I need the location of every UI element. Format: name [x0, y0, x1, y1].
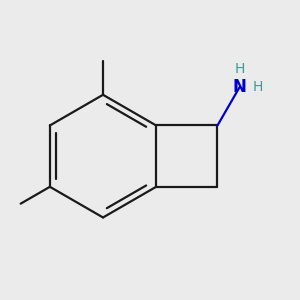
- Text: N: N: [232, 78, 247, 96]
- Text: H: H: [253, 80, 263, 94]
- Text: H: H: [234, 62, 245, 76]
